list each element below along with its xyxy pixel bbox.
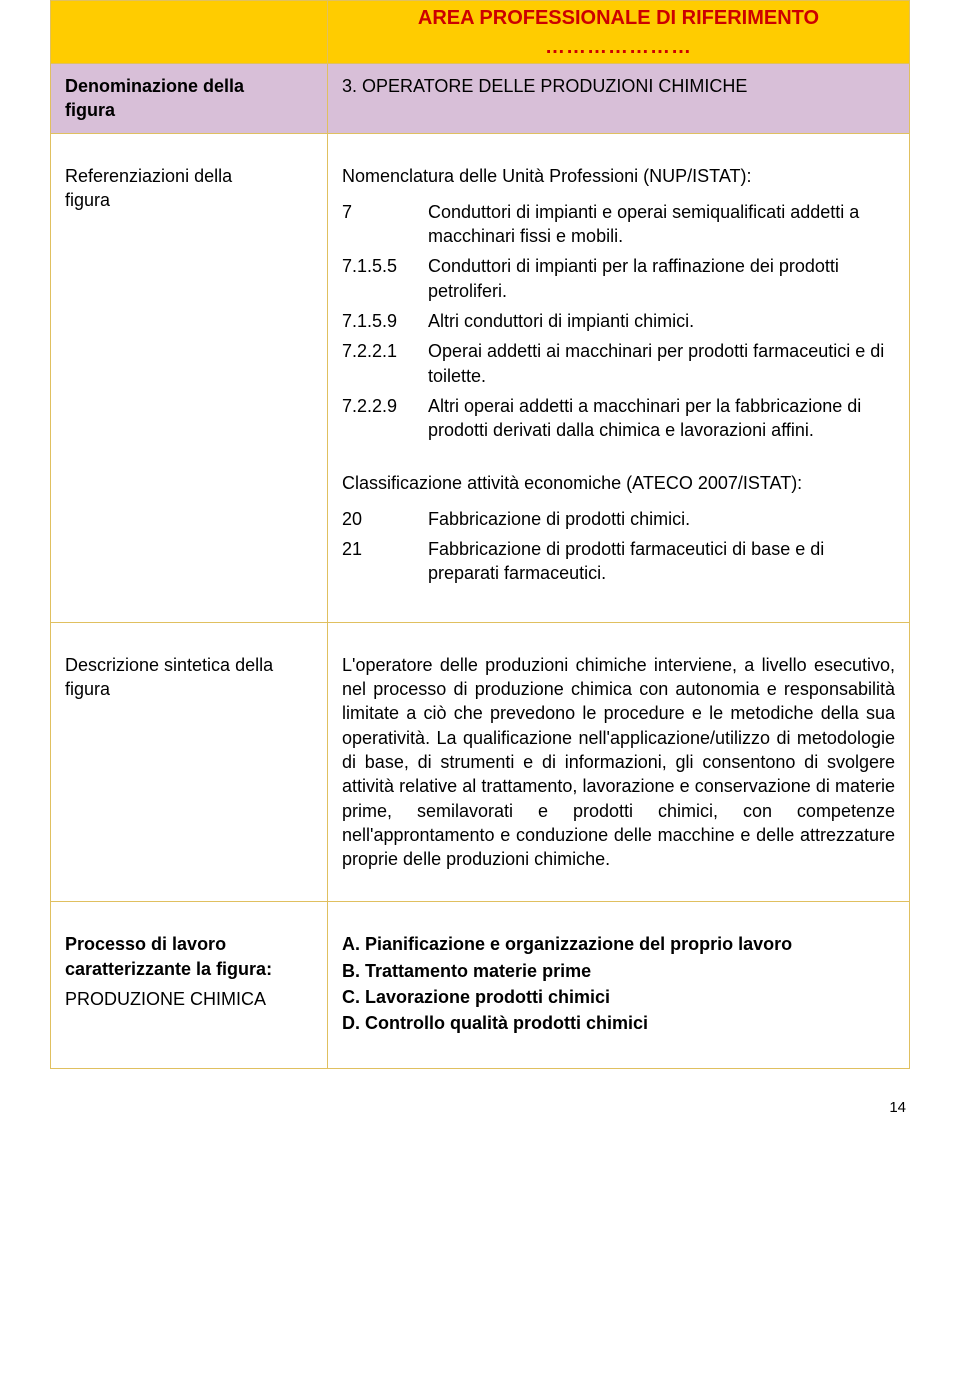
header-row: AREA PROFESSIONALE DI RIFERIMENTO ………………… [51, 1, 910, 64]
nup-code: 7.1.5.5 [342, 254, 398, 303]
nup-item: 7.1.5.9 Altri conduttori di impianti chim… [342, 309, 895, 333]
nup-code: 7 [342, 200, 398, 249]
title-label: Denominazione della figura [51, 64, 328, 134]
desc-label-l1: Descrizione sintetica della [65, 653, 313, 677]
ateco-list: 20 Fabbricazione di prodotti chimici. 21 Fa… [342, 507, 895, 586]
ref-label-l2: figura [65, 188, 313, 212]
ref-label-l1: Referenziazioni della [65, 164, 313, 188]
ateco-text: Fabbricazione di prodotti chimici. [428, 507, 895, 531]
desc-content: L'operatore delle produzioni chimiche in… [328, 622, 910, 902]
nup-list: 7 Conduttori di impianti e operai semiqua… [342, 200, 895, 443]
nup-code: 7.2.2.9 [342, 394, 398, 443]
descrizione-row: Descrizione sintetica della figura L'ope… [51, 622, 910, 902]
page-number: 14 [50, 1099, 910, 1116]
ateco-item: 21 Fabbricazione di prodotti farmaceutici… [342, 537, 895, 586]
nup-code: 7.2.2.1 [342, 339, 398, 388]
proc-item: D. Controllo qualità prodotti chimici [342, 1011, 895, 1035]
nup-item: 7.2.2.1 Operai addetti ai macchinari per … [342, 339, 895, 388]
ateco-heading: Classificazione attività economiche (ATE… [342, 471, 895, 495]
title-value-cell: 3. OPERATORE DELLE PRODUZIONI CHIMICHE [328, 64, 910, 134]
proc-label: Processo di lavoro caratterizzante la fi… [51, 902, 328, 1068]
nup-item: 7.2.2.9 Altri operai addetti a macchinari… [342, 394, 895, 443]
proc-label-l2: caratterizzante la figura: [65, 957, 313, 981]
ateco-code: 20 [342, 507, 398, 531]
desc-label-l2: figura [65, 677, 313, 701]
nup-text: Conduttori di impianti per la raffinazio… [428, 254, 895, 303]
proc-content: A. Pianificazione e organizzazione del p… [328, 902, 910, 1068]
header-title: AREA PROFESSIONALE DI RIFERIMENTO [418, 5, 819, 32]
title-label-l2: figura [65, 98, 313, 122]
desc-text: L'operatore delle produzioni chimiche in… [342, 653, 895, 872]
ref-label: Referenziazioni della figura [51, 133, 328, 622]
proc-item: B. Trattamento materie prime [342, 959, 895, 983]
header-spacer [51, 1, 328, 64]
nup-text: Conduttori di impianti e operai semiqual… [428, 200, 895, 249]
proc-label-l3: PRODUZIONE CHIMICA [65, 987, 313, 1011]
referenziazioni-row: Referenziazioni della figura Nomenclatur… [51, 133, 910, 622]
ref-content: Nomenclatura delle Unità Professioni (NU… [328, 133, 910, 622]
proc-list: A. Pianificazione e organizzazione del p… [342, 932, 895, 1035]
header-cell: AREA PROFESSIONALE DI RIFERIMENTO ………………… [328, 1, 910, 64]
desc-label: Descrizione sintetica della figura [51, 622, 328, 902]
document-page: AREA PROFESSIONALE DI RIFERIMENTO ………………… [0, 0, 960, 1156]
proc-item: C. Lavorazione prodotti chimici [342, 985, 895, 1009]
nup-text: Altri operai addetti a macchinari per la… [428, 394, 895, 443]
title-row: Denominazione della figura 3. OPERATORE … [51, 64, 910, 134]
nup-item: 7 Conduttori di impianti e operai semiqua… [342, 200, 895, 249]
main-table: AREA PROFESSIONALE DI RIFERIMENTO ………………… [50, 0, 910, 1069]
processo-row: Processo di lavoro caratterizzante la fi… [51, 902, 910, 1068]
nup-text: Altri conduttori di impianti chimici. [428, 309, 895, 333]
proc-label-l1: Processo di lavoro [65, 932, 313, 956]
proc-item: A. Pianificazione e organizzazione del p… [342, 932, 895, 956]
nup-heading: Nomenclatura delle Unità Professioni (NU… [342, 164, 895, 188]
nup-code: 7.1.5.9 [342, 309, 398, 333]
header-dots: ………………… [545, 34, 692, 61]
ateco-text: Fabbricazione di prodotti farmaceutici d… [428, 537, 895, 586]
ateco-code: 21 [342, 537, 398, 586]
title-value: 3. OPERATORE DELLE PRODUZIONI CHIMICHE [342, 74, 895, 98]
ateco-item: 20 Fabbricazione di prodotti chimici. [342, 507, 895, 531]
nup-text: Operai addetti ai macchinari per prodott… [428, 339, 895, 388]
nup-item: 7.1.5.5 Conduttori di impianti per la raf… [342, 254, 895, 303]
title-label-l1: Denominazione della [65, 74, 313, 98]
